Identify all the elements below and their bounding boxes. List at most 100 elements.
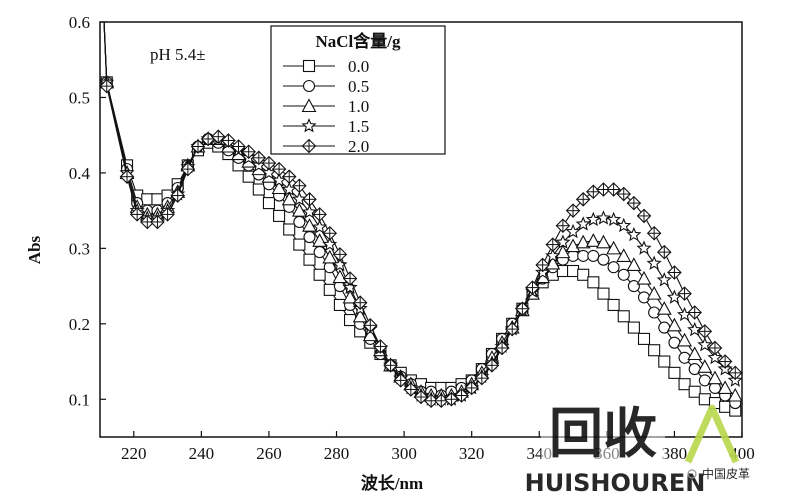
series-layer <box>100 22 742 417</box>
data-point <box>697 337 713 352</box>
data-point <box>687 321 703 337</box>
data-point <box>273 209 286 222</box>
data-point <box>119 169 135 184</box>
x-axis-title: 波长/nm <box>361 473 423 493</box>
x-tick-label: 300 <box>391 444 417 463</box>
data-point <box>597 253 610 266</box>
data-point <box>292 178 307 194</box>
data-point <box>717 380 733 395</box>
data-point <box>333 298 346 312</box>
data-point <box>627 321 640 334</box>
axes <box>99 21 743 438</box>
data-point <box>210 129 226 144</box>
data-point <box>251 150 267 166</box>
data-point <box>535 257 550 273</box>
data-point <box>719 400 732 413</box>
y-tick-label: 0.2 <box>69 315 90 334</box>
data-point <box>677 286 692 301</box>
data-point <box>596 234 611 249</box>
x-tick-label: 380 <box>662 444 688 463</box>
data-point <box>484 358 500 373</box>
data-point <box>587 249 600 262</box>
data-point <box>302 192 317 207</box>
data-point <box>129 207 145 222</box>
data-point <box>585 233 601 247</box>
data-point <box>555 218 571 234</box>
x-tick-label: 240 <box>189 444 215 463</box>
data-point <box>687 305 702 320</box>
legend-label: 1.0 <box>348 97 369 116</box>
data-point <box>352 295 368 310</box>
data-point <box>587 276 600 289</box>
data-point <box>231 139 246 154</box>
data-point <box>150 214 165 230</box>
data-point <box>617 268 630 281</box>
y-axis-title: Abs <box>25 235 44 264</box>
data-point <box>252 183 265 196</box>
data-point <box>313 246 326 259</box>
data-point <box>312 219 328 234</box>
data-point <box>100 78 115 94</box>
data-point <box>707 370 723 385</box>
legend-entry-2.0: 2.0 <box>283 137 369 156</box>
x-tick-label: 280 <box>324 444 350 463</box>
data-point <box>363 318 378 333</box>
data-point <box>342 289 358 304</box>
data-point <box>140 214 155 230</box>
data-point <box>190 139 206 154</box>
data-point <box>322 249 338 264</box>
data-point <box>585 211 601 227</box>
data-point <box>332 247 348 262</box>
data-point <box>656 272 672 287</box>
watermark-chat-icon <box>687 469 697 479</box>
data-point <box>575 216 591 231</box>
data-point <box>677 332 692 347</box>
data-point <box>423 393 439 409</box>
data-point <box>565 238 581 253</box>
data-point <box>667 265 682 280</box>
data-point <box>607 261 620 274</box>
data-point <box>312 207 327 222</box>
data-point <box>160 207 175 222</box>
data-point <box>575 234 591 249</box>
data-point <box>322 225 338 241</box>
data-point <box>678 378 691 391</box>
data-point <box>616 217 632 233</box>
data-point <box>403 382 419 397</box>
x-tick-label: 220 <box>121 444 147 463</box>
watermark-logo-backdrop <box>541 400 665 466</box>
data-point <box>565 223 581 239</box>
legend-box <box>270 25 446 155</box>
x-tick-label: 340 <box>527 444 553 463</box>
data-point <box>283 223 296 236</box>
legend-title: NaCl含量/g <box>316 31 401 51</box>
data-point <box>636 270 652 285</box>
data-point <box>343 313 357 327</box>
data-point <box>646 255 662 270</box>
data-point <box>637 291 651 304</box>
data-point <box>241 144 256 160</box>
data-point <box>626 195 642 211</box>
data-point <box>312 233 328 247</box>
data-point <box>180 161 196 177</box>
data-point <box>567 264 580 278</box>
ph-annotation: pH 5.4± <box>150 45 206 64</box>
data-point <box>658 321 671 334</box>
data-point <box>688 363 701 376</box>
legend-marker <box>302 59 316 73</box>
data-point <box>606 240 622 255</box>
legend-label: 2.0 <box>348 137 369 156</box>
data-point <box>577 268 590 281</box>
data-point <box>383 358 398 373</box>
data-point <box>597 287 610 300</box>
series-2.0 <box>100 22 742 409</box>
plot-frame <box>99 21 743 438</box>
data-point <box>454 388 469 403</box>
data-point <box>141 193 154 206</box>
data-point <box>606 211 622 227</box>
data-point <box>342 271 358 286</box>
data-point <box>617 310 630 323</box>
legend-entry-1.5: 1.5 <box>283 117 369 136</box>
legend-entries: 0.00.51.01.52.0 <box>283 57 369 156</box>
